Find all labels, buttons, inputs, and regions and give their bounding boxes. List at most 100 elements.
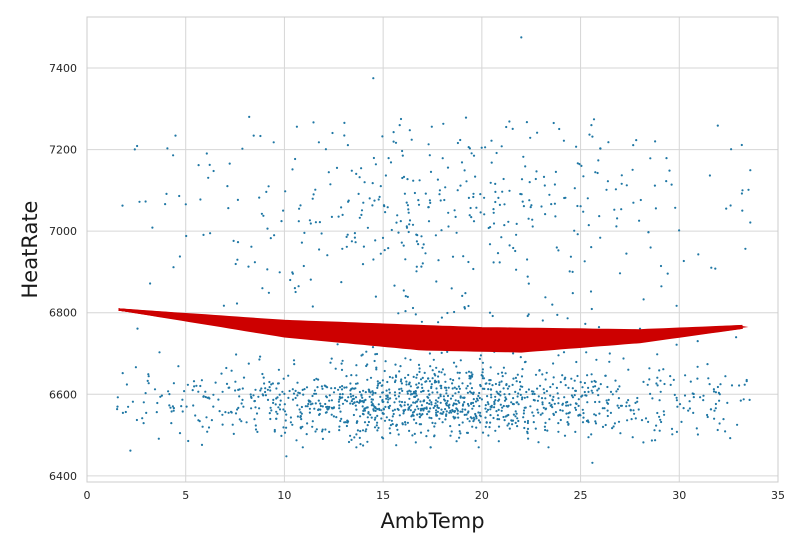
scatter-point	[311, 197, 314, 200]
scatter-point	[268, 386, 271, 389]
scatter-point	[232, 432, 235, 435]
scatter-point	[380, 409, 383, 412]
scatter-point	[490, 161, 493, 164]
scatter-point	[350, 395, 353, 398]
scatter-point	[347, 440, 351, 444]
scatter-point	[383, 369, 386, 373]
scatter-point	[315, 428, 318, 431]
scatter-point	[254, 424, 257, 427]
scatter-point	[501, 375, 504, 378]
scatter-point	[408, 397, 411, 400]
scatter-point	[399, 220, 402, 223]
scatter-point	[426, 395, 429, 398]
scatter-point	[430, 383, 433, 386]
scatter-point	[354, 396, 358, 399]
scatter-point	[596, 171, 599, 175]
scatter-point	[452, 361, 456, 364]
fit-curve-band	[118, 308, 749, 353]
scatter-point	[514, 415, 517, 418]
scatter-point	[525, 121, 529, 124]
scatter-point	[507, 220, 510, 223]
scatter-points	[116, 36, 752, 464]
scatter-point	[494, 190, 497, 193]
scatter-point	[258, 358, 261, 361]
scatter-point	[254, 428, 258, 431]
scatter-point	[368, 389, 371, 392]
scatter-point	[506, 424, 509, 427]
scatter-point	[236, 241, 240, 244]
scatter-point	[447, 404, 450, 408]
scatter-point	[324, 428, 327, 431]
scatter-point	[308, 407, 311, 410]
scatter-point	[364, 398, 367, 401]
scatter-point	[426, 401, 429, 405]
scatter-point	[708, 383, 711, 386]
scatter-point	[303, 388, 306, 391]
scatter-point	[371, 204, 374, 207]
scatter-point	[634, 417, 637, 420]
scatter-point	[347, 199, 350, 202]
scatter-point	[413, 395, 416, 398]
scatter-point	[343, 386, 346, 389]
scatter-point	[431, 391, 434, 394]
scatter-point	[403, 404, 406, 407]
scatter-point	[409, 409, 412, 412]
scatter-point	[699, 396, 702, 399]
scatter-point	[471, 425, 474, 428]
scatter-point	[526, 430, 529, 433]
scatter-point	[551, 383, 555, 386]
scatter-point	[278, 271, 281, 274]
scatter-point	[688, 407, 692, 410]
scatter-point	[381, 384, 384, 387]
scatter-point	[204, 390, 207, 393]
scatter-point	[309, 278, 312, 281]
scatter-point	[385, 389, 388, 392]
scatter-point	[391, 423, 394, 426]
scatter-point	[490, 139, 493, 142]
scatter-point	[194, 414, 197, 417]
scatter-point	[491, 384, 494, 387]
scatter-point	[272, 401, 275, 404]
scatter-point	[187, 439, 190, 443]
scatter-point	[488, 426, 491, 429]
scatter-point	[678, 229, 681, 232]
scatter-point	[523, 426, 526, 430]
scatter-point	[241, 398, 244, 401]
scatter-point	[366, 406, 369, 409]
scatter-point	[441, 368, 444, 371]
scatter-point	[606, 409, 609, 412]
scatter-point	[647, 420, 650, 423]
scatter-point	[300, 412, 303, 415]
scatter-point	[375, 424, 378, 427]
scatter-point	[486, 408, 490, 411]
scatter-point	[191, 389, 194, 392]
scatter-point	[272, 398, 275, 401]
scatter-point	[136, 144, 139, 148]
scatter-point	[504, 415, 507, 418]
scatter-point	[474, 400, 478, 403]
scatter-point	[549, 404, 552, 407]
scatter-point	[299, 415, 302, 418]
scatter-point	[428, 352, 431, 355]
scatter-point	[437, 321, 440, 324]
scatter-point	[570, 377, 573, 380]
scatter-point	[346, 233, 349, 236]
scatter-point	[349, 393, 352, 396]
scatter-point	[349, 434, 352, 437]
scatter-point	[371, 390, 374, 393]
scatter-point	[362, 245, 365, 248]
scatter-point	[442, 395, 445, 398]
scatter-point	[171, 405, 174, 408]
scatter-point	[221, 413, 224, 416]
scatter-point	[185, 405, 188, 408]
scatter-point	[470, 371, 473, 374]
scatter-point	[543, 425, 547, 428]
scatter-point	[416, 400, 419, 403]
scatter-point	[388, 418, 391, 422]
scatter-point	[477, 419, 480, 422]
scatter-point	[541, 403, 544, 406]
scatter-point	[590, 246, 593, 249]
plot-frame	[86, 16, 779, 483]
scatter-point	[402, 175, 406, 178]
scatter-point	[601, 425, 605, 428]
